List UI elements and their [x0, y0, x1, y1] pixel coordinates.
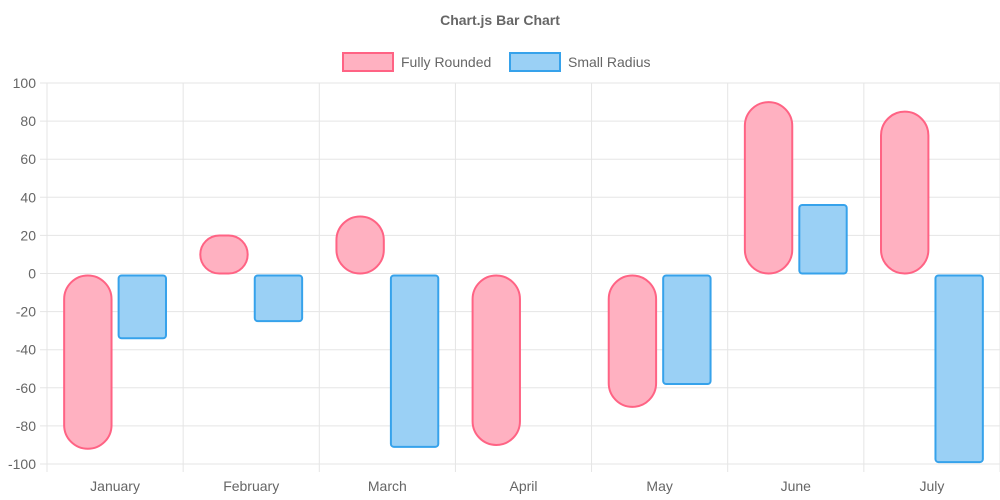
legend-label-fully-rounded: Fully Rounded	[401, 54, 491, 70]
y-tick-label: -20	[16, 304, 36, 320]
chart-title: Chart.js Bar Chart	[440, 12, 560, 28]
y-tick-label: 80	[20, 113, 36, 129]
bar-small-radius[interactable]	[662, 274, 712, 385]
x-tick-label: January	[90, 478, 140, 494]
bar-fully-rounded[interactable]	[199, 234, 249, 275]
bar-fully-rounded[interactable]	[880, 110, 930, 275]
bar-fully-rounded[interactable]	[471, 274, 521, 446]
y-tick-label: -60	[16, 380, 36, 396]
bar-fully-rounded[interactable]	[63, 274, 113, 450]
y-tick-label: 60	[20, 151, 36, 167]
y-tick-label: -100	[8, 456, 36, 472]
y-tick-label: 100	[13, 75, 37, 91]
bar-fully-rounded[interactable]	[335, 215, 385, 275]
bar-fully-rounded[interactable]	[607, 274, 658, 408]
y-tick-label: -40	[16, 342, 36, 358]
x-tick-label: April	[509, 478, 537, 494]
bar-small-radius[interactable]	[389, 274, 440, 448]
bars	[63, 101, 984, 464]
legend: Fully Rounded Small Radius	[342, 52, 650, 72]
y-axis: 100 80 60 40 20 0 -20 -40 -60 -80 -100	[8, 75, 36, 472]
bar-small-radius[interactable]	[117, 274, 167, 340]
x-tick-label: March	[368, 478, 407, 494]
bar-fully-rounded[interactable]	[743, 101, 794, 275]
x-tick-label: June	[781, 478, 812, 494]
x-tick-label: May	[646, 478, 672, 494]
bar-small-radius[interactable]	[934, 274, 984, 464]
y-tick-label: 40	[20, 189, 36, 205]
y-tick-label: 0	[28, 266, 36, 282]
legend-item-small-radius[interactable]: Small Radius	[509, 52, 650, 72]
x-tick-label: February	[223, 478, 279, 494]
x-tick-label: July	[919, 478, 944, 494]
x-axis: January February March April May June July	[90, 478, 944, 494]
legend-item-fully-rounded[interactable]: Fully Rounded	[342, 52, 491, 72]
y-tick-label: -80	[16, 418, 36, 434]
grid	[40, 82, 1000, 472]
legend-label-small-radius: Small Radius	[568, 54, 650, 70]
bar-small-radius[interactable]	[798, 204, 848, 275]
legend-swatch-small-radius	[509, 52, 561, 72]
y-tick-label: 20	[20, 227, 36, 243]
legend-swatch-fully-rounded	[342, 52, 394, 72]
bar-small-radius[interactable]	[253, 274, 304, 323]
